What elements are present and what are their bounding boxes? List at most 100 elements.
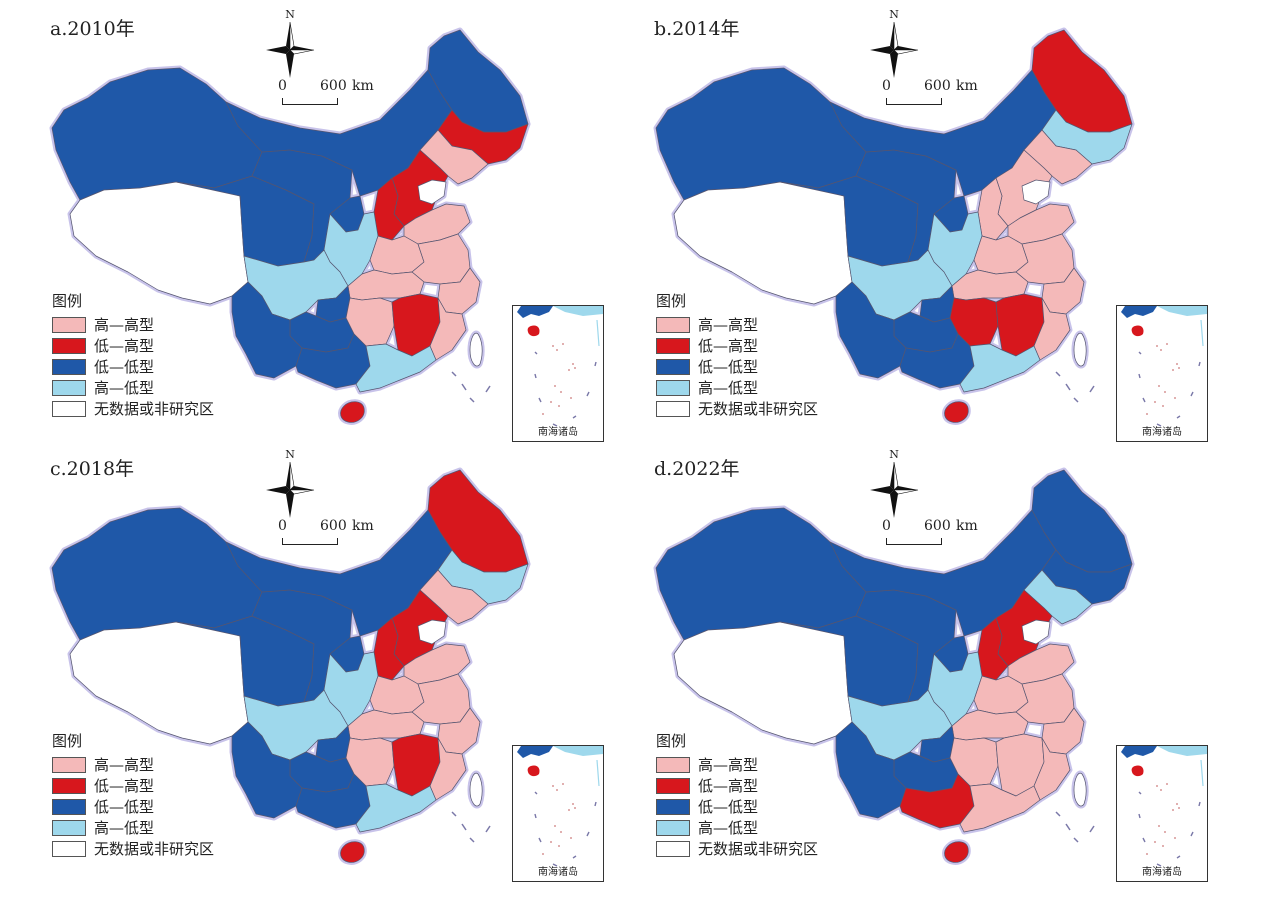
scale-bar: 0 600 km <box>866 78 986 108</box>
legend-item: 无数据或非研究区 <box>656 838 818 859</box>
north-arrow: N <box>864 8 924 78</box>
legend-label: 高—高型 <box>94 756 155 774</box>
legend: 图例 高—高型 低—高型 低—低型 高—低型 无数据或非研究区 <box>656 730 818 859</box>
panel-title: a.2010年 <box>50 18 135 40</box>
boundary-dash-3 <box>469 837 475 843</box>
north-label: N <box>285 8 295 21</box>
legend-item: 低—低型 <box>656 356 818 377</box>
south-china-sea-inset: 南海诸岛 <box>1116 305 1208 442</box>
region-tibet <box>673 181 853 305</box>
region-beijing-tianjin <box>417 619 447 645</box>
legend-swatch <box>52 379 86 396</box>
legend-item: 高—低型 <box>52 377 214 398</box>
boundary-dash-2 <box>461 383 467 391</box>
region-beijing-tianjin <box>417 179 447 205</box>
scale-line <box>282 538 338 545</box>
region-hainan <box>944 841 969 863</box>
scale-distance: 600 <box>320 518 347 534</box>
region-xinjiang <box>51 507 263 641</box>
legend-swatch <box>52 840 86 857</box>
china-map <box>49 27 531 425</box>
legend-item: 高—低型 <box>656 817 818 838</box>
map-panel-1: a.2010年 N 0 600 km 图例 高—高型 低—高型 低—低型 高—低型 无数… <box>0 0 620 442</box>
legend-item: 无数据或非研究区 <box>52 838 214 859</box>
legend: 图例 高—高型 低—高型 低—低型 高—低型 无数据或非研究区 <box>656 290 818 419</box>
region-hainan <box>944 401 969 423</box>
region-hainan <box>340 841 365 863</box>
boundary-dash-3 <box>469 397 475 403</box>
legend-swatch <box>656 777 690 794</box>
china-map <box>653 467 1135 865</box>
legend-label: 无数据或非研究区 <box>698 840 819 858</box>
boundary-dash-4 <box>485 825 491 833</box>
region-yunnan <box>231 721 303 819</box>
boundary-dash-1 <box>451 371 457 377</box>
region-taiwan <box>469 332 483 367</box>
legend-label: 低—高型 <box>94 777 155 795</box>
legend-item: 低—低型 <box>52 356 214 377</box>
legend-label: 高—低型 <box>698 379 759 397</box>
legend-swatch <box>656 798 690 815</box>
boundary-dash-3 <box>1073 837 1079 843</box>
region-taiwan <box>1073 772 1087 807</box>
north-arrow: N <box>260 8 320 78</box>
legend-swatch <box>656 840 690 857</box>
region-guangdong <box>959 783 1041 833</box>
inset-label: 南海诸岛 <box>1142 427 1182 438</box>
compass-rose-icon <box>266 461 315 518</box>
legend-item: 高—高型 <box>656 754 818 775</box>
scale-line <box>886 98 942 105</box>
region-guangdong <box>355 783 437 833</box>
legend-label: 低—低型 <box>94 798 155 816</box>
inset-label: 南海诸岛 <box>1142 867 1182 878</box>
inset-label: 南海诸岛 <box>538 867 578 878</box>
boundary-dash-1 <box>1055 371 1061 377</box>
region-xinjiang <box>655 507 867 641</box>
legend-swatch <box>52 337 86 354</box>
scale-line <box>282 98 338 105</box>
legend-label: 无数据或非研究区 <box>94 840 215 858</box>
north-label: N <box>889 448 899 461</box>
legend-label: 低—低型 <box>698 358 759 376</box>
panel-title: c.2018年 <box>50 458 135 480</box>
region-yunnan <box>835 721 907 819</box>
legend-item: 无数据或非研究区 <box>52 398 214 419</box>
legend-swatch <box>656 337 690 354</box>
scale-bar: 0 600 km <box>262 78 382 108</box>
compass-rose-icon <box>266 21 315 78</box>
boundary-dash-4 <box>485 385 491 393</box>
legend-label: 低—低型 <box>94 358 155 376</box>
region-guangdong <box>959 343 1041 393</box>
region-xinjiang <box>51 67 263 201</box>
legend-label: 高—低型 <box>94 819 155 837</box>
boundary-dash-1 <box>451 811 457 817</box>
map-panel-2: b.2014年 N 0 600 km 图例 高—高型 低—高型 低—低型 高—低型 无数… <box>604 0 1224 442</box>
legend-label: 低—高型 <box>698 337 759 355</box>
legend: 图例 高—高型 低—高型 低—低型 高—低型 无数据或非研究区 <box>52 290 214 419</box>
south-china-sea-inset: 南海诸岛 <box>1116 745 1208 882</box>
map-panel-3: c.2018年 N 0 600 km 图例 高—高型 低—高型 低—低型 高—低型 无数… <box>0 440 620 882</box>
north-arrow: N <box>864 448 924 518</box>
boundary-dash-3 <box>1073 397 1079 403</box>
region-taiwan <box>1073 332 1087 367</box>
legend-item: 低—高型 <box>656 775 818 796</box>
legend-item: 低—低型 <box>656 796 818 817</box>
legend-swatch <box>656 756 690 773</box>
region-xinjiang <box>655 67 867 201</box>
north-label: N <box>889 8 899 21</box>
legend-label: 高—低型 <box>698 819 759 837</box>
scale-distance: 600 <box>320 78 347 94</box>
south-china-sea-inset: 南海诸岛 <box>512 745 604 882</box>
boundary-dash-1 <box>1055 811 1061 817</box>
legend-item: 低—高型 <box>52 335 214 356</box>
legend-title: 图例 <box>52 732 83 750</box>
legend-label: 高—高型 <box>698 316 759 334</box>
legend: 图例 高—高型低—高型低—低型高—低型无数据或非研究区 <box>52 730 214 859</box>
boundary-dash-2 <box>1065 823 1071 831</box>
legend-item: 高—高型 <box>52 754 214 775</box>
scale-bar: 0 600 km <box>262 518 382 548</box>
scale-unit: km <box>352 518 374 534</box>
scale-distance: 600 <box>924 518 951 534</box>
legend-item: 低—高型 <box>656 335 818 356</box>
legend-title: 图例 <box>656 292 687 310</box>
